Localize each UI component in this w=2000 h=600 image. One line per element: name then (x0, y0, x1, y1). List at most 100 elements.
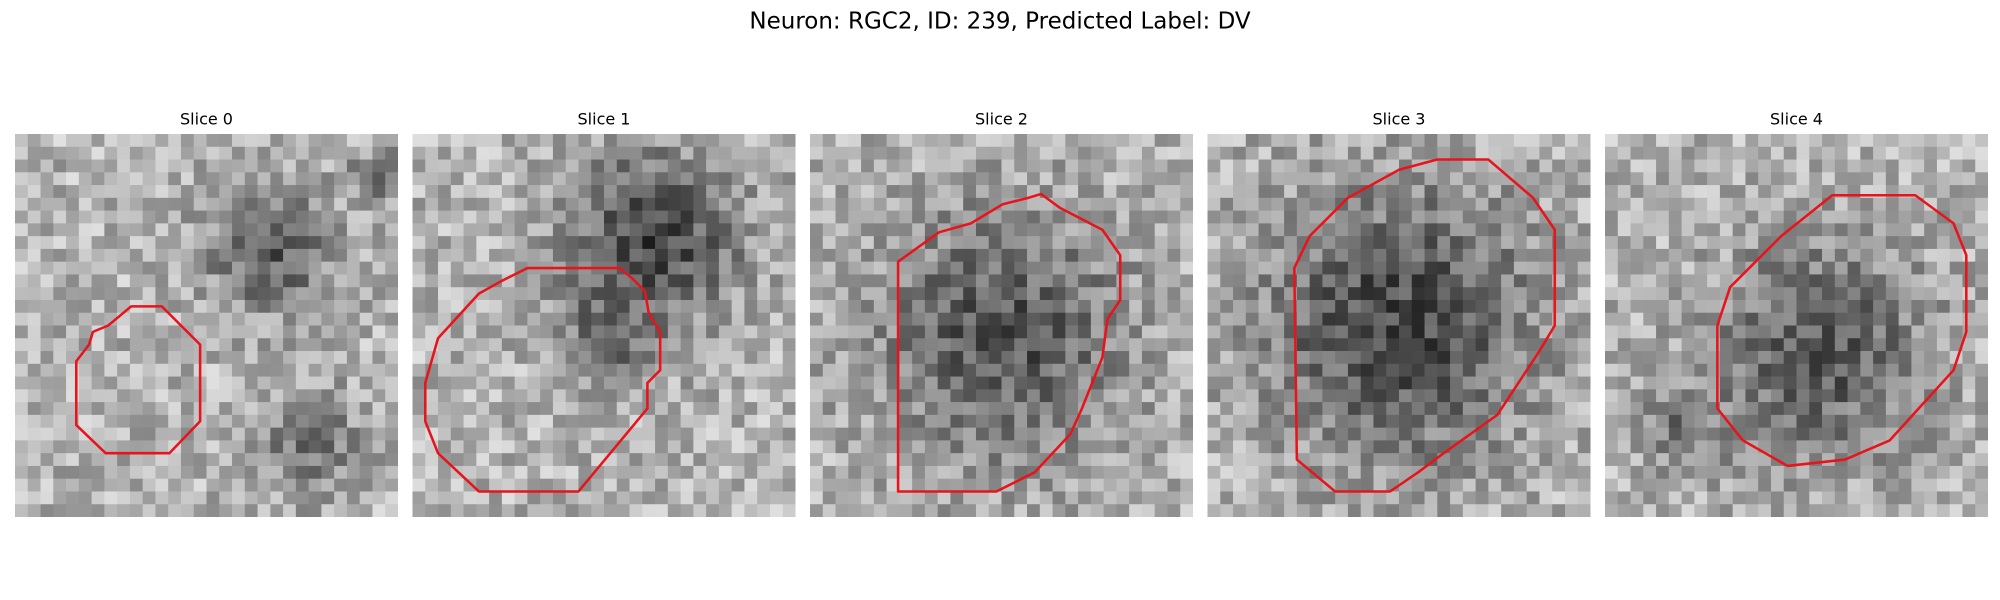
pixel (950, 287, 964, 301)
pixel (1078, 312, 1092, 326)
pixel (1758, 248, 1772, 263)
pixel (1873, 453, 1887, 467)
pixel (1450, 134, 1464, 148)
pixel (680, 223, 694, 237)
pixel (782, 172, 796, 186)
pixel (810, 402, 824, 416)
pixel (1924, 210, 1938, 224)
pixel (1847, 261, 1861, 275)
pixel (527, 478, 541, 492)
pixel (104, 159, 118, 173)
pixel (1078, 172, 1092, 186)
pixel (1898, 134, 1912, 148)
pixel (1564, 465, 1579, 480)
pixel (232, 159, 246, 173)
pixel (975, 159, 990, 173)
pixel (591, 376, 605, 390)
pixel (1424, 414, 1438, 429)
pixel (1539, 172, 1553, 186)
pixel (1052, 172, 1066, 186)
pixel (1783, 376, 1797, 390)
pixel (769, 414, 784, 429)
pixel (924, 261, 939, 275)
pixel (552, 338, 567, 352)
pixel (1564, 185, 1579, 199)
pixel (1656, 465, 1670, 480)
pixel (1962, 440, 1976, 454)
pixel (1526, 389, 1540, 403)
pixel (244, 325, 258, 339)
pixel (117, 453, 131, 467)
pixel (706, 223, 720, 237)
pixel (1437, 478, 1451, 492)
pixel (1962, 146, 1976, 160)
contour (423, 266, 662, 493)
pixel (655, 465, 669, 480)
pixel (1617, 427, 1631, 441)
pixel (91, 465, 105, 480)
pixel (1090, 299, 1105, 314)
pixel (540, 287, 554, 301)
pixel (257, 453, 271, 467)
pixel (950, 453, 964, 467)
pixel (744, 312, 758, 326)
pixel (1167, 299, 1181, 314)
pixel (66, 504, 80, 517)
pixel (1001, 248, 1015, 263)
pixel (1322, 414, 1336, 429)
pixel (975, 491, 990, 505)
pixel (1065, 504, 1079, 517)
pixel (1911, 491, 1925, 505)
pixel (1552, 389, 1566, 403)
pixel (1873, 312, 1887, 326)
pixel (1488, 197, 1502, 211)
pixel (321, 427, 335, 441)
pixel (450, 363, 464, 377)
pixel (1898, 248, 1912, 263)
pixel (1539, 465, 1553, 480)
pixel (438, 299, 452, 314)
pixel (129, 210, 144, 224)
pixel (425, 146, 439, 160)
pixel (1052, 299, 1066, 314)
pixel (1911, 312, 1925, 326)
pixel (975, 236, 990, 250)
pixel (769, 491, 784, 505)
pixel (219, 389, 233, 403)
pixel (604, 134, 618, 148)
pixel (1860, 376, 1874, 390)
pixel (629, 402, 643, 416)
pixel (1732, 261, 1746, 275)
pixel (1860, 504, 1874, 517)
pixel (270, 185, 284, 199)
pixel (1885, 134, 1900, 148)
pixel (117, 478, 131, 492)
pixel (1656, 236, 1670, 250)
pixel (718, 504, 733, 517)
pixel (193, 312, 207, 326)
pixel (950, 414, 964, 429)
pixel (1564, 159, 1579, 173)
pixel (1399, 389, 1413, 403)
pixel (295, 478, 310, 492)
pixel (66, 453, 80, 467)
pixel (27, 351, 41, 365)
pixel (655, 223, 669, 237)
pixel (1284, 414, 1298, 429)
pixel (270, 274, 284, 288)
pixel (1154, 453, 1168, 467)
pixel (706, 414, 720, 429)
pixel (899, 351, 913, 365)
pixel (78, 172, 92, 186)
pixel (769, 402, 784, 416)
pixel (835, 478, 849, 492)
pixel (1103, 172, 1117, 186)
pixel (540, 134, 554, 148)
pixel (385, 351, 398, 365)
pixel (1296, 338, 1311, 352)
pixel (283, 363, 297, 377)
pixel (1577, 248, 1591, 263)
pixel (1962, 465, 1976, 480)
pixel (155, 363, 169, 377)
pixel (873, 287, 887, 301)
